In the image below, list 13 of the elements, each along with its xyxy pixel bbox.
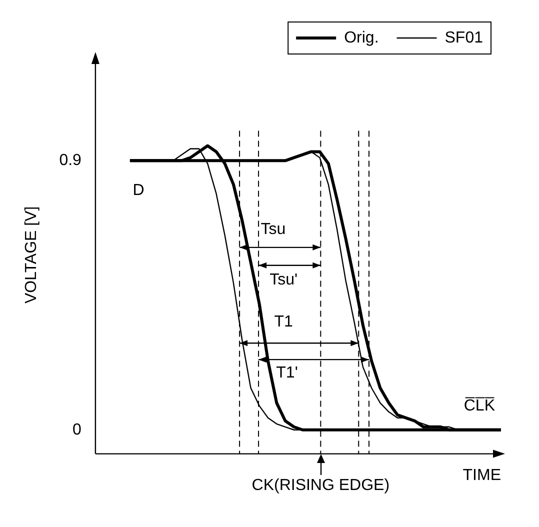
text: CK(RISING EDGE) bbox=[252, 477, 390, 494]
annotation: Tsu bbox=[260, 220, 286, 238]
annotation: T1' bbox=[276, 364, 298, 382]
y-tick-label: 0.9 bbox=[59, 152, 82, 170]
legend-label: SF01 bbox=[444, 29, 484, 46]
x-axis-title: TIME bbox=[462, 466, 501, 484]
annotation: C̅L̅K̅ bbox=[464, 396, 496, 414]
y-tick-label: 0 bbox=[72, 421, 82, 438]
annotation: Tsu' bbox=[270, 272, 298, 289]
y-axis-title: VOLTAGE [V] bbox=[23, 206, 40, 304]
annotation: D bbox=[132, 182, 144, 199]
legend-label: Orig. bbox=[344, 29, 379, 46]
annotation: T1 bbox=[274, 314, 293, 331]
